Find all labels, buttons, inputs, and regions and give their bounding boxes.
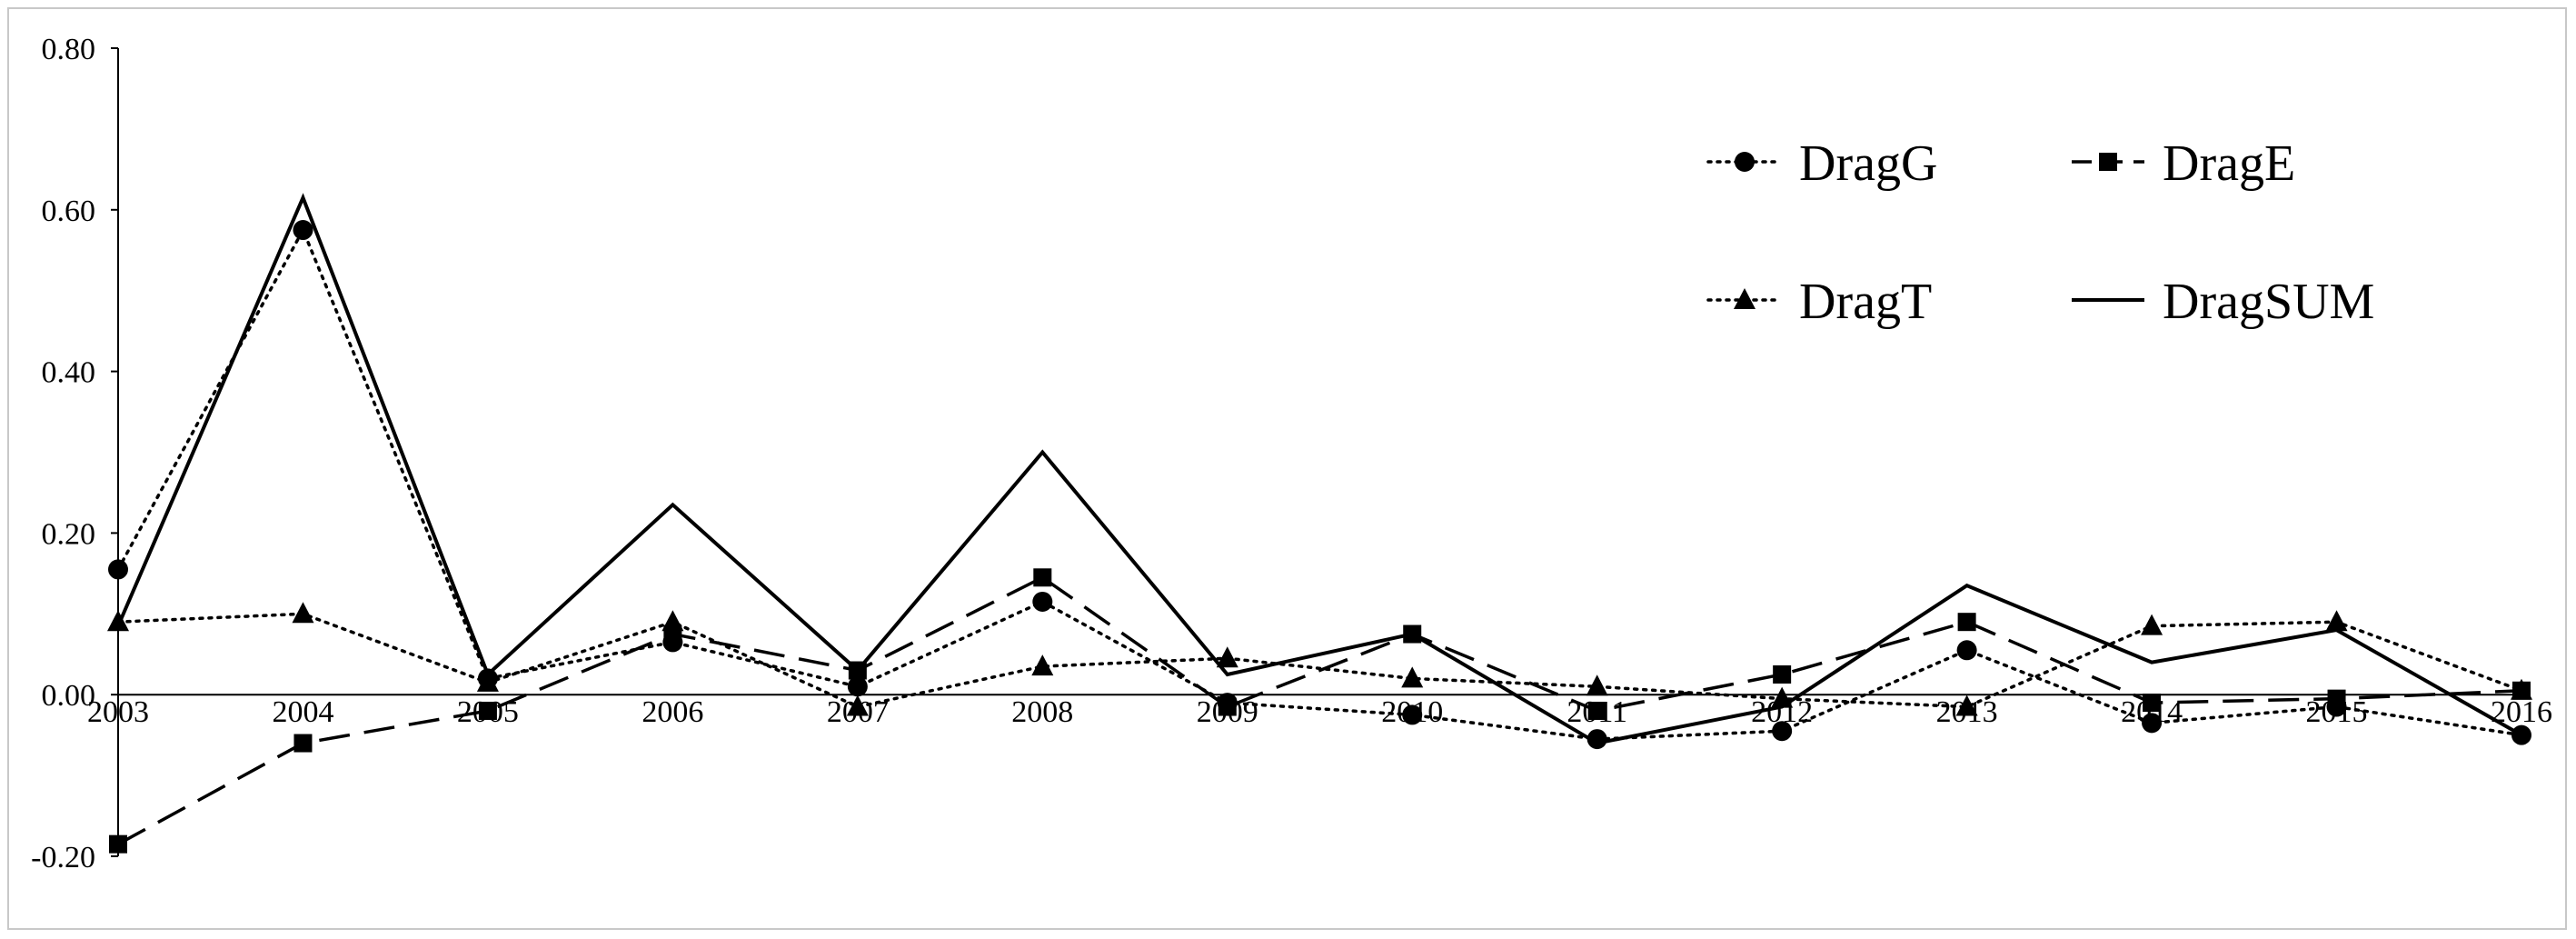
- dragsum-line: [116, 193, 2522, 745]
- dragg-point: [1402, 704, 1423, 725]
- legend: DragG DragE DragT DragSUM: [1706, 135, 2374, 330]
- legend-swatch-marker: [2099, 153, 2117, 171]
- y-tick-label: 0.80: [42, 33, 96, 66]
- series-layer: [107, 193, 2532, 854]
- dragt-point: [2325, 610, 2348, 632]
- y-axis-ticks: -0.20 0.00 0.20 0.40 0.60 0.80: [31, 33, 118, 874]
- axes: [117, 48, 2531, 856]
- legend-item-dragg: DragG: [1706, 135, 1937, 192]
- y-tick-label: 0.20: [42, 517, 96, 551]
- dragt-point: [1586, 674, 1608, 696]
- dragg-point: [2142, 713, 2163, 734]
- dragg-point: [108, 559, 128, 580]
- legend-item-dragsum: DragSUM: [2072, 274, 2374, 330]
- legend-item-drage: DragE: [2072, 135, 2295, 192]
- dragt-line: [116, 612, 2523, 709]
- legend-label: DragT: [1799, 274, 1932, 330]
- drage-line: [117, 575, 2522, 846]
- dragg-point: [1032, 591, 1053, 612]
- legend-swatch-marker: [1735, 152, 1755, 172]
- y-tick-label: -0.20: [31, 841, 95, 874]
- dragt-point: [846, 694, 869, 716]
- dragt-point: [107, 610, 129, 632]
- drage-point: [293, 734, 313, 753]
- x-tick-label: 2004: [272, 695, 333, 729]
- drage-point: [1773, 664, 1792, 684]
- dragt-point: [2141, 614, 2163, 635]
- legend-swatch-marker: [1734, 288, 1755, 309]
- y-tick-label: 0.00: [42, 679, 96, 713]
- dragt-point: [292, 602, 314, 624]
- x-tick-label: 2008: [1011, 695, 1073, 729]
- legend-label: DragG: [1799, 135, 1937, 192]
- drage-point: [1587, 701, 1606, 720]
- x-tick-label: 2003: [87, 695, 149, 729]
- dragg-point: [293, 220, 313, 241]
- dragg-point: [1586, 729, 1607, 750]
- drage-point: [1957, 613, 1976, 632]
- legend-label: DragE: [2163, 135, 2295, 192]
- dragt-point: [1955, 694, 1978, 716]
- dragt-point: [1031, 654, 1054, 676]
- drage-point: [1218, 697, 1237, 716]
- drage-point: [1033, 568, 1052, 587]
- x-axis-ticks: 2003200420052006200720082009201020112012…: [87, 695, 2552, 729]
- drage-point: [478, 701, 497, 720]
- dragt-point: [1401, 666, 1424, 688]
- x-tick-label: 2006: [642, 695, 703, 729]
- dragt-point: [1216, 646, 1238, 668]
- dragg-line: [116, 225, 2523, 741]
- y-tick-label: 0.60: [42, 195, 96, 228]
- series-dragt: [107, 602, 2532, 716]
- series-dragsum: [116, 193, 2522, 745]
- drage-point: [2143, 694, 2162, 713]
- dragg-point: [1772, 721, 1793, 742]
- dragg-point: [1956, 640, 1977, 661]
- drage-point: [2327, 689, 2346, 708]
- drage-point: [109, 834, 127, 854]
- y-tick-label: 0.40: [42, 356, 96, 390]
- dragg-point: [847, 676, 868, 697]
- legend-item-dragt: DragT: [1706, 274, 1932, 330]
- legend-label: DragSUM: [2163, 274, 2374, 330]
- dragt-point: [661, 610, 684, 632]
- dragt-point: [476, 670, 499, 692]
- dragt-point: [2511, 678, 2532, 700]
